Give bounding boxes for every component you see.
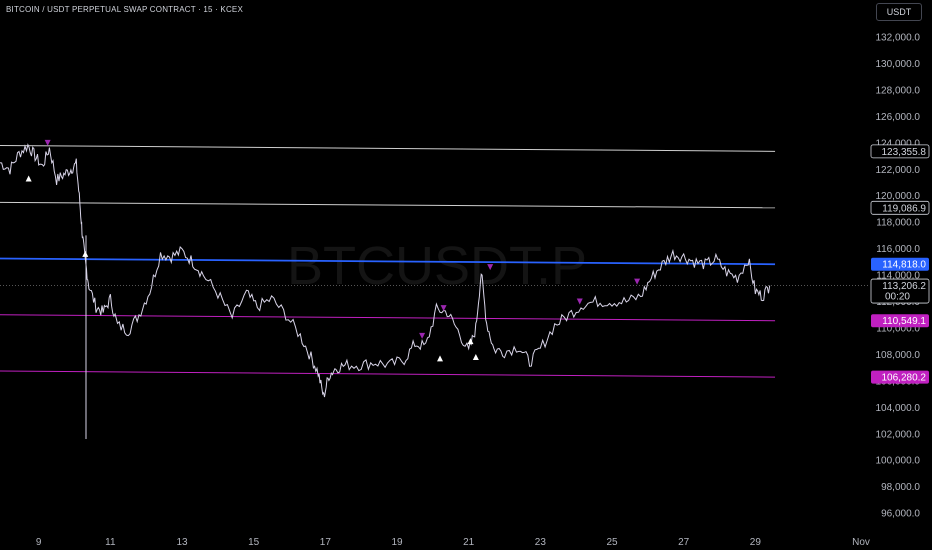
- level-tag-box-3: [871, 314, 929, 328]
- x-tick-label-6: 21: [463, 537, 475, 548]
- marker-up-2: [437, 355, 444, 362]
- level-tag-label-1: 119,086.9: [882, 203, 926, 214]
- y-tick-label-12: 120,000.0: [876, 191, 921, 202]
- marker-down-4: [576, 298, 583, 305]
- y-tick-label-2: 100,000.0: [876, 456, 921, 467]
- marker-down-3: [487, 264, 494, 271]
- price-tags: 123,355.8 119,086.9 114,818.0 110,549.1 106,…: [870, 144, 930, 384]
- x-tick-label-10: 29: [750, 537, 762, 548]
- marker-down-5: [634, 278, 641, 285]
- symbol-watermark: BTCUSDT.P: [287, 236, 587, 296]
- x-tick-label-11: Nov: [852, 537, 870, 548]
- level-line-1: [0, 201, 776, 209]
- y-tick-label-16: 128,000.0: [876, 85, 921, 96]
- marker-up-0: [25, 175, 32, 182]
- level-tag-box-0: [870, 144, 930, 159]
- y-tick-label-7: 110,000.0: [876, 323, 920, 334]
- x-tick-label-4: 17: [320, 537, 332, 548]
- y-tick-label-3: 102,000.0: [876, 429, 921, 440]
- countdown-label: 00:20: [885, 292, 910, 303]
- x-tick-label-5: 19: [391, 537, 403, 548]
- x-tick-label-3: 15: [248, 537, 260, 548]
- y-tick-label-17: 130,000.0: [876, 59, 921, 70]
- marker-up-4: [472, 354, 479, 361]
- currency-button[interactable]: USDT: [876, 3, 922, 21]
- level-tag-label-3: 110,549.1: [882, 316, 926, 327]
- x-tick-label-1: 11: [105, 537, 116, 548]
- x-axis: 9 11 13 15 17 19 21 23 25 27 29 Nov: [36, 537, 870, 548]
- level-tag-box-4: [871, 370, 929, 384]
- y-tick-label-0: 96,000.0: [881, 509, 920, 520]
- marker-down-2: [440, 305, 447, 312]
- level-line-2: [0, 257, 776, 266]
- y-tick-label-11: 118,000.0: [876, 218, 920, 229]
- level-line-3: [0, 314, 776, 322]
- level-tag-label-4: 106,280.2: [882, 373, 927, 384]
- signal-markers: [25, 139, 641, 362]
- chart-title: BITCOIN / USDT PERPETUAL SWAP CONTRACT ·…: [6, 5, 244, 14]
- level-tag-label-0: 123,355.8: [882, 147, 927, 158]
- x-tick-label-2: 13: [176, 537, 188, 548]
- y-tick-label-13: 122,000.0: [876, 165, 921, 176]
- y-tick-label-6: 108,000.0: [876, 350, 921, 361]
- current-price-tag-label: 113,206.2: [882, 281, 926, 292]
- y-tick-label-18: 132,000.0: [876, 33, 921, 44]
- level-line-4: [0, 370, 776, 378]
- y-tick-label-9: 114,000.0: [876, 271, 920, 282]
- y-tick-label-15: 126,000.0: [876, 112, 921, 123]
- x-tick-label-9: 27: [678, 537, 690, 548]
- level-tag-box-2: [871, 257, 929, 271]
- y-tick-label-14: 124,000.0: [876, 138, 921, 149]
- marker-down-0: [44, 139, 51, 146]
- y-axis: 96,000.0 98,000.0 100,000.0 102,000.0 104,00…: [876, 33, 921, 520]
- level-tag-label-2: 114,818.0: [882, 260, 926, 271]
- marker-up-1: [82, 250, 89, 257]
- x-tick-label-8: 25: [606, 537, 618, 548]
- x-tick-label-0: 9: [36, 537, 42, 548]
- level-tag-box-1: [870, 200, 930, 215]
- y-tick-label-10: 116,000.0: [876, 244, 920, 255]
- marker-up-3: [467, 338, 474, 345]
- level-lines: [0, 144, 870, 378]
- y-tick-label-4: 104,000.0: [876, 403, 921, 414]
- marker-down-1: [419, 332, 426, 339]
- level-line-0: [0, 144, 776, 152]
- y-tick-label-1: 98,000.0: [881, 482, 920, 493]
- x-tick-label-7: 23: [535, 537, 547, 548]
- current-price-tag-box: [870, 278, 930, 304]
